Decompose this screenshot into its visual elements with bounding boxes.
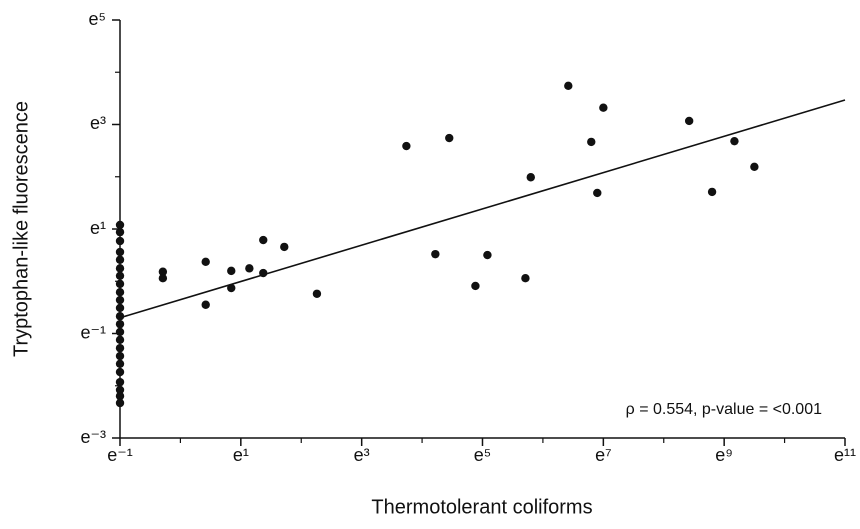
point	[201, 257, 210, 267]
x-axis-title: Thermotolerant coliforms	[371, 496, 592, 518]
point	[115, 391, 125, 401]
point	[564, 81, 573, 91]
point	[431, 249, 440, 259]
point	[158, 274, 168, 283]
point	[521, 274, 530, 283]
point	[593, 188, 602, 198]
point	[280, 242, 289, 252]
point	[750, 162, 759, 171]
point	[471, 281, 480, 291]
point	[115, 220, 125, 230]
point	[115, 319, 125, 329]
point	[115, 279, 125, 289]
point	[115, 385, 125, 395]
point	[115, 312, 125, 321]
point	[115, 327, 125, 337]
x-tick-label: e¹¹	[834, 445, 856, 465]
x-tick-label: e³	[354, 445, 370, 465]
point	[115, 236, 125, 246]
point	[599, 103, 608, 112]
point	[115, 335, 125, 345]
point	[115, 227, 125, 237]
point	[730, 136, 739, 146]
point	[402, 141, 411, 151]
point	[526, 173, 535, 182]
point	[115, 377, 125, 387]
point	[587, 137, 596, 147]
y-tick-label: e⁻³	[80, 427, 106, 447]
point	[115, 264, 125, 273]
point	[201, 300, 210, 309]
point	[707, 187, 717, 197]
point	[115, 295, 125, 305]
x-tick-label: e⁹	[715, 445, 733, 465]
point	[115, 271, 125, 281]
point	[115, 359, 125, 369]
point	[227, 266, 236, 276]
point	[483, 250, 492, 260]
point	[227, 283, 236, 293]
y-tick-label: e⁵	[89, 9, 106, 29]
point	[259, 235, 268, 245]
point	[115, 398, 125, 408]
point	[115, 351, 125, 361]
point	[684, 116, 694, 126]
y-axis-title: Tryptophan-like fluorescence	[10, 101, 32, 357]
x-tick-label: e¹	[233, 445, 249, 465]
x-tick-label: e⁵	[474, 445, 491, 465]
fit-line	[119, 99, 846, 319]
point	[158, 267, 168, 276]
point	[115, 255, 125, 264]
x-tick-label: e⁷	[595, 445, 612, 465]
x-tick-label: e⁻¹	[107, 445, 133, 465]
point	[115, 247, 125, 257]
point	[115, 303, 125, 313]
point	[312, 289, 322, 298]
point	[115, 367, 125, 377]
annotation: ρ = 0.554, p-value = <0.001	[626, 401, 822, 418]
y-tick-label: e⁻¹	[80, 322, 106, 342]
point	[115, 343, 125, 353]
point	[115, 288, 125, 297]
y-tick-label: e³	[90, 113, 106, 133]
point	[445, 133, 454, 143]
y-tick-label: e¹	[90, 218, 106, 238]
point	[245, 264, 254, 273]
